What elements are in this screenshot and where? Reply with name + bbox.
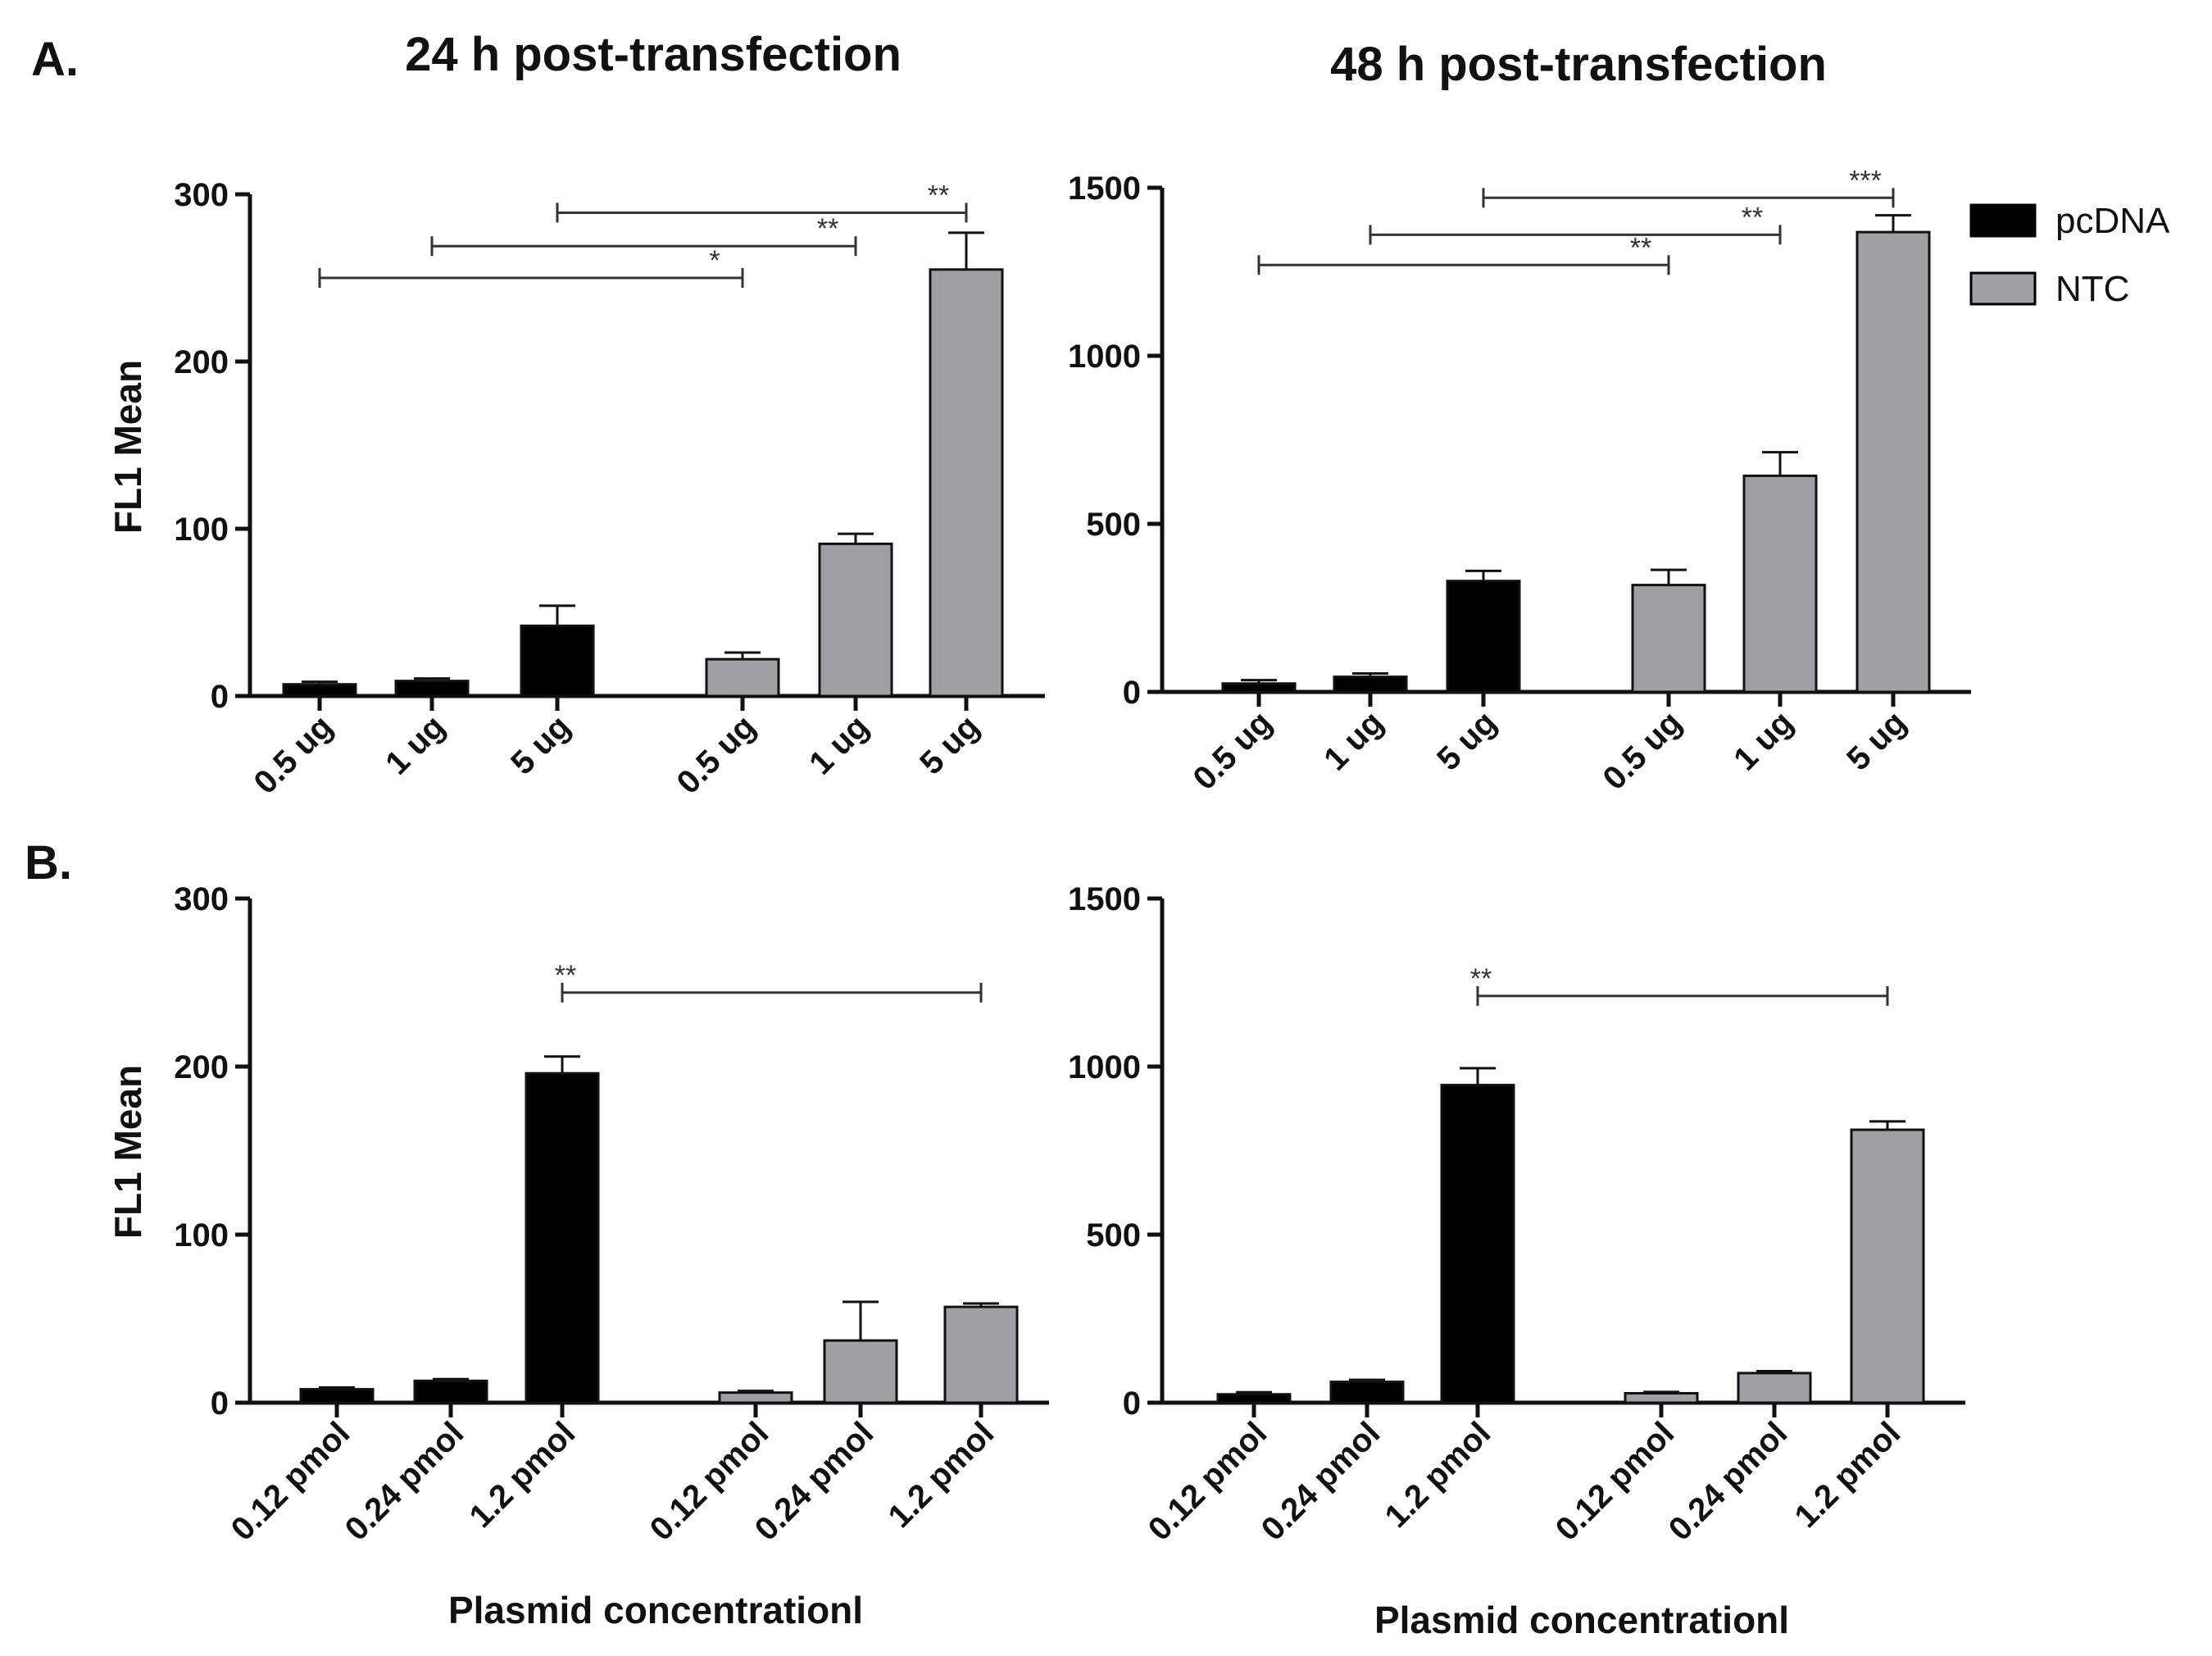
y-tick-label: 100 (174, 512, 229, 548)
chart-a-48h: 0 500 1000 1500 0.5 ug 1 ug 5 ug 0.5 ug 1 ug 5 ug… (1068, 165, 1971, 797)
category-label: 1.2 pmol (1788, 1415, 1908, 1535)
category-label: 1.2 pmol (882, 1415, 1002, 1535)
category-label: 0.24 pmol (338, 1415, 471, 1548)
y-tick-label: 500 (1086, 1217, 1141, 1253)
category-label: 0.12 pmol (1549, 1415, 1682, 1548)
significance-label: ** (1470, 963, 1492, 994)
y-tick-label: 200 (174, 1049, 229, 1085)
bar-ntc (823, 1339, 898, 1404)
category-label: 1.2 pmol (463, 1415, 583, 1535)
category-label: 0.5 ug (248, 708, 340, 801)
bar-pcdna (1333, 676, 1408, 694)
bar-ntc (1855, 230, 1931, 694)
significance-label: ** (1742, 202, 1763, 233)
category-label: 0.5 ug (670, 708, 763, 801)
bar-pcdna (394, 680, 470, 698)
y-tick-label: 0 (1123, 1385, 1141, 1422)
significance-label: ** (928, 180, 949, 211)
bar-pcdna (1329, 1381, 1405, 1404)
y-axis-label-a: FL1 Mean (107, 360, 149, 534)
bar-pcdna (520, 624, 595, 698)
legend-label-pcdna: pcDNA (2055, 201, 2170, 241)
category-label: 5 ug (1840, 704, 1913, 777)
category-label: 1.2 pmol (1379, 1415, 1498, 1535)
bar-pcdna (1446, 580, 1521, 694)
category-label: 1 ug (1727, 704, 1800, 777)
category-label: 0.24 pmol (1255, 1415, 1388, 1548)
title-48h: 48 h post-transfection (1330, 38, 1827, 91)
y-tick-label: 200 (174, 344, 229, 380)
category-label: 0.24 pmol (1662, 1415, 1795, 1548)
category-label: 5 ug (913, 708, 986, 781)
y-tick-label: 1500 (1068, 171, 1141, 207)
significance-label: ** (817, 213, 838, 244)
significance-label: ** (555, 960, 576, 991)
y-tick-label: 0 (211, 1385, 229, 1422)
bar-ntc (1850, 1128, 1925, 1404)
x-axis-label-left: Plasmid concentrationl (448, 1589, 863, 1631)
panel-label-a: A. (31, 33, 79, 86)
category-label: 5 ug (504, 708, 577, 781)
category-label: 1 ug (802, 708, 875, 781)
significance-label: * (709, 245, 720, 276)
bar-ntc (1737, 1372, 1812, 1404)
category-label: 0.12 pmol (1142, 1415, 1274, 1548)
legend-swatch-ntc (1969, 271, 2037, 306)
bar-pcdna (413, 1379, 488, 1404)
bar-pcdna (282, 683, 357, 698)
bar-ntc (1624, 1392, 1699, 1404)
y-axis-label-b: FL1 Mean (107, 1065, 149, 1239)
y-tick-label: 500 (1086, 507, 1141, 543)
bar-ntc (818, 542, 893, 698)
category-label: 5 ug (1430, 704, 1503, 777)
legend: pcDNA NTC (1969, 201, 2170, 309)
bar-pcdna (1216, 1393, 1292, 1404)
legend-label-ntc: NTC (2055, 269, 2129, 309)
bar-ntc (705, 657, 780, 698)
y-tick-label: 300 (174, 177, 229, 213)
bar-pcdna (525, 1071, 600, 1404)
category-label: 0.12 pmol (225, 1415, 357, 1548)
y-tick-label: 1000 (1068, 1049, 1141, 1085)
y-tick-label: 1500 (1068, 881, 1141, 917)
bar-pcdna (1440, 1084, 1515, 1404)
bar-ntc (1631, 584, 1706, 694)
y-tick-label: 100 (174, 1217, 229, 1253)
category-label: 0.5 ug (1187, 704, 1279, 797)
significance-label: *** (1849, 165, 1882, 196)
x-axis-label-right: Plasmid concentrationl (1374, 1599, 1789, 1641)
y-tick-label: 1000 (1068, 339, 1141, 375)
y-tick-label: 0 (1123, 675, 1141, 711)
legend-swatch-pcdna (1969, 203, 2037, 238)
bar-ntc (1742, 474, 1818, 694)
y-tick-label: 0 (211, 679, 229, 715)
category-label: 0.5 ug (1597, 704, 1689, 797)
bar-pcdna (1221, 682, 1297, 694)
panel-label-b: B. (25, 836, 72, 889)
y-tick-label: 300 (174, 881, 229, 917)
significance-label: ** (1630, 232, 1651, 263)
bar-ntc (929, 268, 1004, 698)
bar-ntc (943, 1305, 1019, 1404)
title-24h: 24 h post-transfection (405, 28, 902, 81)
bar-pcdna (299, 1388, 375, 1404)
category-label: 1 ug (1317, 704, 1390, 777)
category-label: 1 ug (379, 708, 452, 781)
bar-ntc (718, 1391, 793, 1404)
